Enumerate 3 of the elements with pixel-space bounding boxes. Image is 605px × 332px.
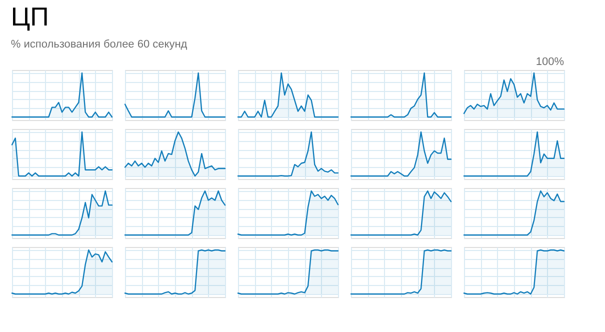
- chart-title: ЦП: [10, 2, 49, 32]
- chart-subtitle: % использования более 60 секунд: [10, 38, 188, 50]
- text: 100%: [536, 56, 564, 68]
